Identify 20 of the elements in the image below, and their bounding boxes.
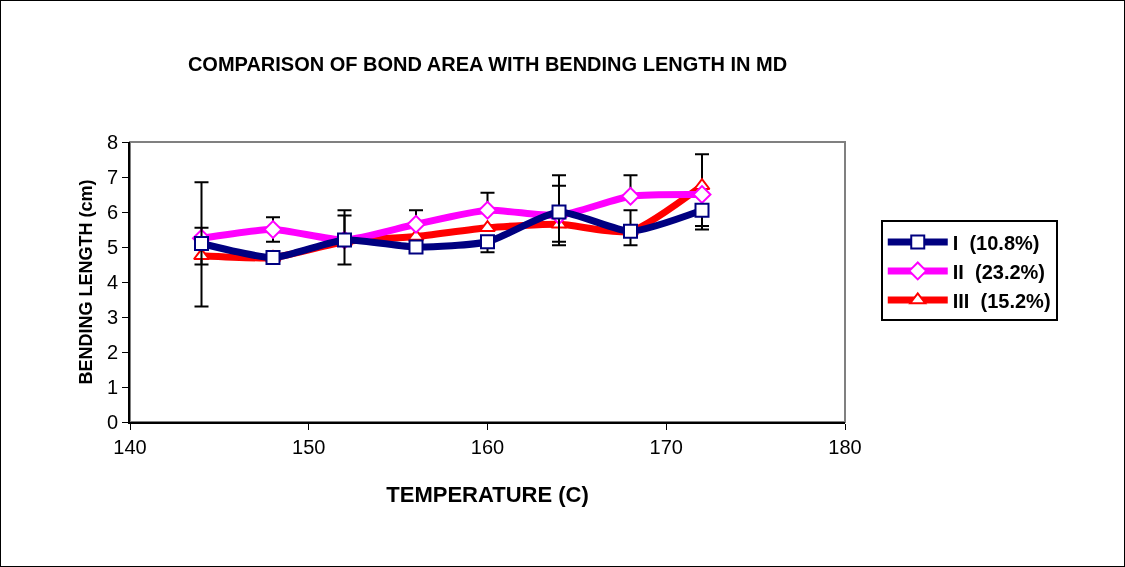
x-tick-label: 140: [113, 436, 147, 458]
x-tick-label: 170: [649, 436, 683, 458]
legend-label: I (10.8%): [952, 231, 1040, 254]
x-tick-label: 150: [292, 436, 326, 458]
y-tick-label: 3: [106, 306, 118, 328]
x-axis-title: TEMPERATURE (C): [386, 482, 589, 508]
y-tick-label: 0: [106, 411, 118, 433]
x-tick-label: 160: [470, 436, 505, 458]
legend-label: II (23.2%): [952, 260, 1046, 283]
chart-title: COMPARISON OF BOND AREA WITH BENDING LENGTH IN MD: [187, 52, 788, 75]
y-tick-label: 7: [106, 166, 118, 188]
legend-label: III (15.2%): [952, 289, 1051, 312]
y-tick-label: 1: [106, 376, 118, 398]
x-tick-label: 180: [828, 436, 862, 458]
y-tick-label: 6: [106, 201, 118, 223]
y-axis-title: BENDING LENGTH (cm): [75, 179, 96, 385]
y-tick-label: 5: [106, 236, 118, 258]
y-tick-label: 4: [106, 271, 118, 293]
y-tick-label: 8: [106, 131, 118, 153]
y-tick-label: 2: [106, 341, 118, 363]
